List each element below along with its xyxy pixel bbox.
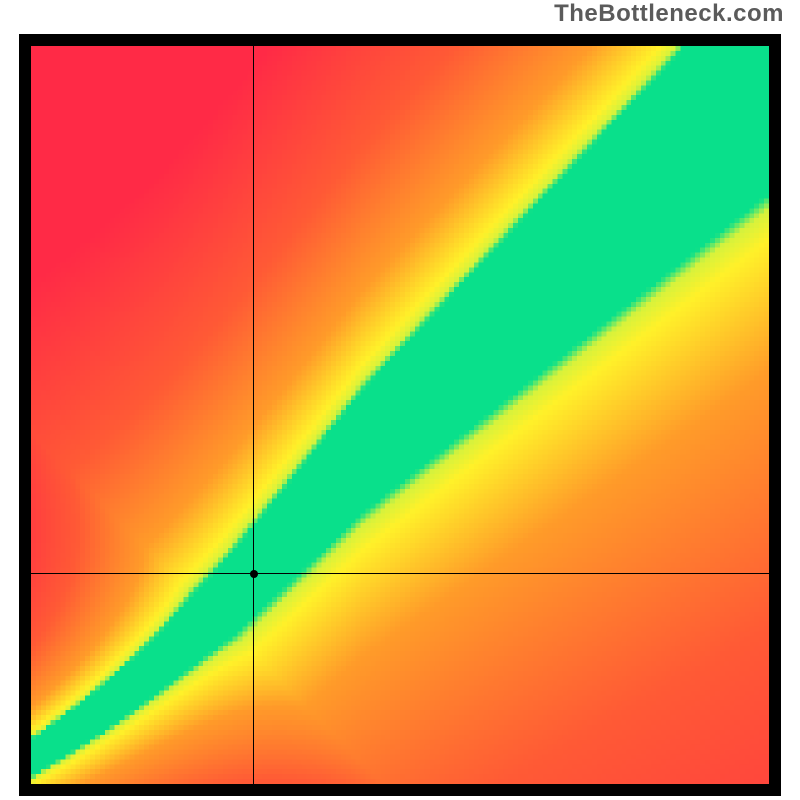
crosshair-horizontal — [20, 573, 780, 574]
watermark-text: TheBottleneck.com — [554, 0, 784, 28]
crosshair-vertical — [253, 35, 254, 795]
heatmap-plot-area — [31, 46, 769, 784]
heatmap-canvas — [31, 46, 769, 784]
crosshair-marker-dot — [250, 570, 258, 578]
